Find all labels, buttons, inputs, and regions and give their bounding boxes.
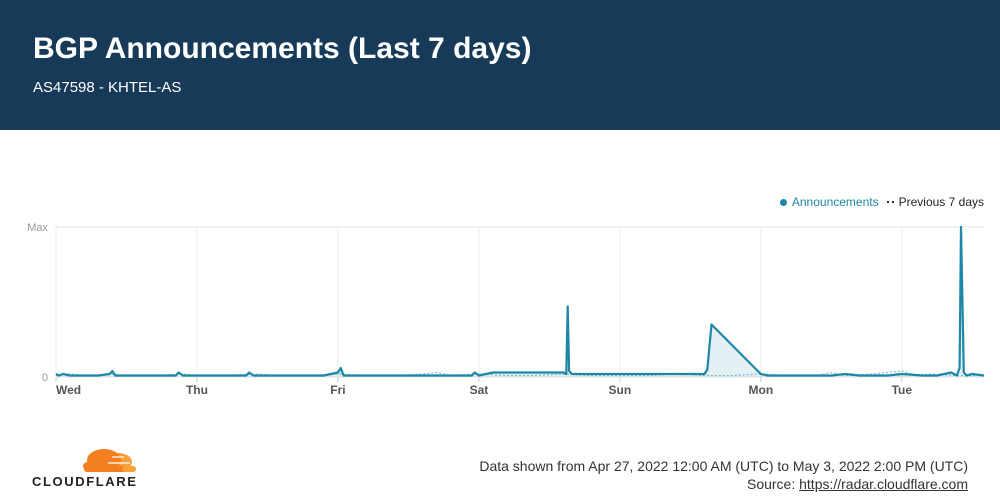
- legend-label-previous: Previous 7 days: [898, 195, 984, 209]
- chart-grid: [55, 226, 984, 378]
- y-tick-label: 0: [42, 372, 48, 384]
- legend-item-previous[interactable]: Previous 7 days: [879, 195, 984, 209]
- legend-dot-icon: [779, 198, 787, 206]
- x-tick-label: Thu: [186, 383, 208, 397]
- source-link[interactable]: https://radar.cloudflare.com: [799, 476, 968, 492]
- legend-item-announcements[interactable]: Announcements: [779, 195, 879, 209]
- legend-label-announcements: Announcements: [791, 195, 879, 209]
- x-tick-label: Sat: [470, 383, 489, 397]
- legend-dotted-line-icon: [886, 201, 894, 203]
- data-range-text: Data shown from Apr 27, 2022 12:00 AM (U…: [479, 458, 968, 474]
- page-subtitle: AS47598 - KHTEL-AS: [33, 79, 182, 96]
- brand-wordmark: CLOUDFLARE: [32, 474, 138, 489]
- page-title: BGP Announcements (Last 7 days): [33, 32, 532, 65]
- chart-series: [55, 225, 985, 377]
- x-tick-label: Sun: [609, 383, 632, 397]
- x-tick-label: Tue: [892, 383, 913, 397]
- cloudflare-logo-icon: [83, 449, 136, 472]
- series-area-announcements: [56, 227, 984, 377]
- series-line-announcements: [55, 225, 985, 377]
- x-tick-label: Fri: [330, 383, 345, 397]
- y-axis: 0 Max: [27, 222, 48, 384]
- source-line: Source: https://radar.cloudflare.com: [479, 475, 968, 493]
- x-tick-label: Mon: [749, 383, 774, 397]
- chart-legend: Announcements Previous 7 days: [779, 195, 984, 209]
- x-tick-label: Wed: [56, 383, 81, 397]
- y-tick-label: Max: [27, 222, 48, 234]
- line-chart: 0 Max Wed Thu Fri Sat Sun Mon Tue: [27, 222, 985, 397]
- source-label: Source:: [746, 476, 796, 492]
- footer: Data shown from Apr 27, 2022 12:00 AM (U…: [479, 457, 968, 493]
- header-banner: BGP Announcements (Last 7 days) AS47598 …: [0, 0, 1000, 130]
- x-axis: Wed Thu Fri Sat Sun Mon Tue: [55, 377, 913, 397]
